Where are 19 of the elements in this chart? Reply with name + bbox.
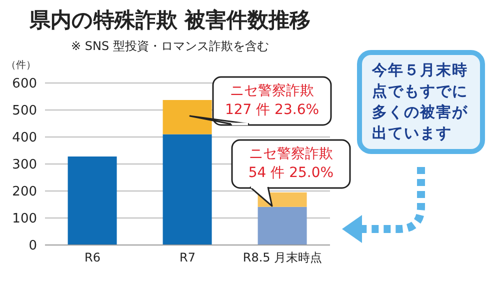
y-tick-label: 500 [12, 104, 37, 119]
y-axis-title: （件） [6, 59, 36, 72]
y-tick-label: 300 [12, 158, 37, 173]
x-tick-label: R8.5 月末時点 [242, 250, 322, 265]
y-tick-label: 400 [12, 130, 37, 146]
bar [258, 206, 307, 245]
bar [162, 134, 212, 245]
bar [68, 156, 117, 245]
annotation: ニセ警察詐欺 54 件 25.0% [247, 145, 335, 183]
x-tick-label: R6 [84, 250, 100, 265]
annotation: ニセ警察詐欺 127 件 23.6% [224, 82, 320, 120]
x-tick-label: R7 [180, 250, 196, 265]
chart-subtitle: ※ SNS 型投資・ロマンス詐欺を含む [70, 38, 270, 55]
y-tick-label: 0 [28, 238, 37, 254]
y-tick-label: 200 [12, 184, 37, 200]
chart-title: 県内の特殊詐欺 被害件数推移 [28, 7, 312, 34]
y-tick-label: 100 [12, 212, 37, 227]
text: 今年５月末時点でもすでに多くの被害が出ています [372, 60, 469, 144]
y-tick-label: 600 [12, 76, 37, 92]
